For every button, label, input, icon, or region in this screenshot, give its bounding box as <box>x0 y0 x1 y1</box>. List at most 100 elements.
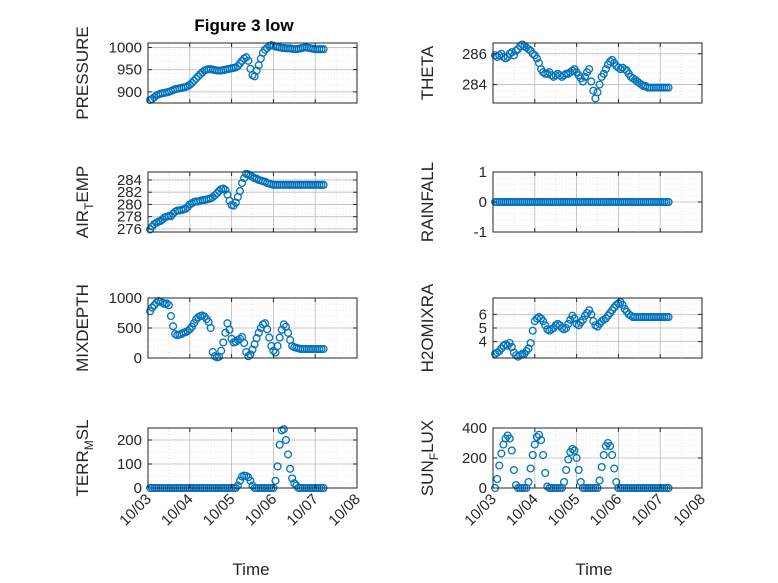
data-point <box>254 328 263 337</box>
y-tick-label: 5 <box>479 320 487 337</box>
data-point <box>587 77 596 86</box>
data-point <box>185 80 194 89</box>
data-point <box>601 65 610 74</box>
axes-box <box>147 171 358 233</box>
data-point <box>585 306 594 315</box>
x-tick-label: 10/05 <box>545 491 584 530</box>
x-tick-label: 10/08 <box>670 491 709 530</box>
data-point <box>244 352 253 361</box>
data-point <box>524 477 533 487</box>
data-point <box>235 476 245 485</box>
data-point <box>164 301 173 310</box>
axes-box <box>492 42 703 104</box>
y-axis-label: AIRTEMP <box>73 166 96 239</box>
data-point <box>235 186 245 196</box>
y-tick-label: 0 <box>479 194 487 211</box>
data-point <box>271 476 280 485</box>
data-point <box>501 54 510 63</box>
y-tick-label: 400 <box>462 420 487 437</box>
data-point <box>189 76 199 85</box>
data-point <box>562 323 571 333</box>
subplot-mixdepth: 0 500 1000 MIXDEPTH <box>73 284 358 372</box>
y-tick-label: 278 <box>117 209 142 226</box>
y-tick-label: 284 <box>462 77 487 94</box>
data-point <box>497 449 506 458</box>
data-point <box>150 93 159 102</box>
data-point <box>543 69 552 78</box>
data-point <box>595 476 604 485</box>
data-point <box>273 462 282 471</box>
data-point <box>505 49 514 58</box>
data-point <box>505 434 514 443</box>
data-point <box>664 313 673 322</box>
axes-box <box>147 42 358 104</box>
data-point <box>597 462 606 472</box>
data-point <box>319 344 328 354</box>
data-point <box>528 326 537 335</box>
x-axis-label-right: Time <box>575 560 612 579</box>
data-point <box>499 52 508 61</box>
data-point <box>217 346 226 355</box>
data-point <box>526 464 535 473</box>
y-tick-label: 1000 <box>109 290 142 307</box>
data-point <box>599 450 608 460</box>
data-point <box>534 430 544 439</box>
data-point <box>263 325 272 334</box>
data-point <box>570 446 579 455</box>
y-tick-label: 0 <box>134 350 142 367</box>
data-point <box>319 45 328 54</box>
y-axis-label: RAINFALL <box>418 162 437 242</box>
data-point <box>286 464 295 473</box>
data-point <box>162 299 171 308</box>
data-point <box>210 191 219 200</box>
data-point <box>235 334 245 343</box>
y-axis-label: SUNFLUX <box>418 420 441 496</box>
data-point <box>187 78 196 88</box>
data-point <box>194 72 203 81</box>
data-point <box>166 212 176 221</box>
x-tick-label: 10/04 <box>158 491 197 530</box>
data-point <box>244 56 253 65</box>
data-point <box>664 83 673 92</box>
data-point <box>524 45 533 54</box>
data-point <box>246 476 255 485</box>
y-tick-label: 950 <box>117 62 142 79</box>
data-point <box>166 311 176 321</box>
data-point <box>574 465 583 475</box>
y-tick-label: 276 <box>117 221 142 238</box>
data-point <box>560 71 569 80</box>
data-point <box>252 66 261 75</box>
y-tick-label: 200 <box>462 450 487 467</box>
data-point <box>206 323 215 333</box>
data-point <box>564 455 573 464</box>
data-point <box>505 338 514 348</box>
data-point <box>219 338 228 347</box>
data-point <box>265 333 274 342</box>
data-point <box>169 322 178 331</box>
data-point <box>539 450 548 460</box>
data-point <box>290 479 299 488</box>
subplot-rainfall: -1 0 1 RAINFALL <box>418 162 703 242</box>
y-tick-label: 0 <box>479 480 487 497</box>
y-tick-label: 500 <box>117 320 142 337</box>
y-axis-label: THETA <box>418 45 437 100</box>
y-tick-label: 1000 <box>109 39 142 56</box>
y-tick-label: 4 <box>479 334 487 351</box>
data-point <box>509 465 518 475</box>
data-point <box>507 446 516 455</box>
data-point <box>530 440 539 449</box>
data-point <box>198 68 207 77</box>
data-point <box>528 450 537 460</box>
y-tick-label: 0 <box>134 480 142 497</box>
y-axis-label: MIXDEPTH <box>73 284 92 372</box>
x-tick-label: 10/06 <box>242 491 281 530</box>
data-point <box>493 474 502 484</box>
subplot-h2omixra: 456 H2OMIXRA <box>418 283 703 372</box>
axes-box <box>147 427 358 489</box>
y-tick-label: 900 <box>117 84 142 101</box>
data-point <box>526 338 535 348</box>
data-point <box>620 65 629 74</box>
